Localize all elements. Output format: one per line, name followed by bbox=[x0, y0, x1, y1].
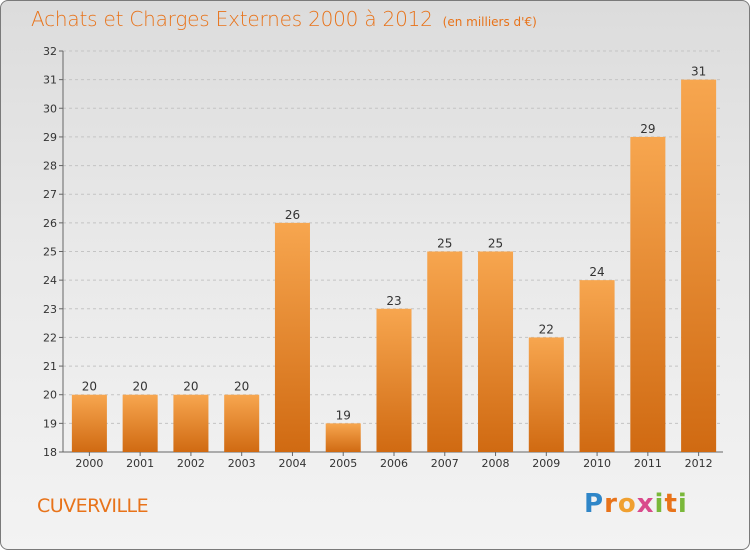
x-tick-label-2006: 2006 bbox=[380, 457, 408, 470]
x-tick-label-2005: 2005 bbox=[329, 457, 357, 470]
y-tick-label: 19 bbox=[43, 417, 57, 430]
value-label-2001: 20 bbox=[133, 380, 148, 394]
commune-name: CUVERVILLE bbox=[37, 495, 149, 517]
y-tick-label: 23 bbox=[43, 303, 57, 316]
bar-2001 bbox=[122, 394, 158, 452]
y-tick-label: 21 bbox=[43, 360, 57, 373]
value-label-2006: 23 bbox=[386, 294, 401, 308]
bar-2000 bbox=[71, 394, 107, 452]
y-tick-label: 27 bbox=[43, 188, 57, 201]
bar-2011 bbox=[630, 136, 666, 452]
x-tick-label-2001: 2001 bbox=[126, 457, 154, 470]
value-label-2005: 19 bbox=[336, 408, 351, 422]
bar-2008 bbox=[478, 251, 514, 452]
y-tick-label: 26 bbox=[43, 217, 57, 230]
y-tick-label: 24 bbox=[43, 274, 57, 287]
y-tick-label: 29 bbox=[43, 131, 57, 144]
value-label-2003: 20 bbox=[234, 380, 249, 394]
chart-title: Achats et Charges Externes 2000 à 2012 bbox=[31, 7, 433, 31]
value-label-2011: 29 bbox=[640, 122, 655, 136]
bar-2009 bbox=[528, 337, 564, 452]
bar-2007 bbox=[427, 251, 463, 452]
x-tick-label-2012: 2012 bbox=[685, 457, 713, 470]
value-label-2010: 24 bbox=[589, 265, 604, 279]
y-tick-label: 30 bbox=[43, 102, 57, 115]
x-tick-label-2002: 2002 bbox=[177, 457, 205, 470]
x-tick-label-2010: 2010 bbox=[583, 457, 611, 470]
x-tick-label-2009: 2009 bbox=[532, 457, 560, 470]
chart-title-block: Achats et Charges Externes 2000 à 2012 (e… bbox=[31, 7, 537, 31]
value-label-2007: 25 bbox=[437, 237, 452, 251]
y-tick-label: 18 bbox=[43, 446, 57, 459]
x-axis-labels: 2000 2001 2002 2003 2004 2005 2006 2007 2008 2009… bbox=[75, 452, 713, 470]
value-label-2008: 25 bbox=[488, 237, 503, 251]
value-label-2009: 22 bbox=[539, 322, 554, 336]
x-tick-label-2011: 2011 bbox=[634, 457, 662, 470]
bar-2010 bbox=[579, 280, 615, 452]
y-tick-label: 20 bbox=[43, 389, 57, 402]
bar-2004 bbox=[274, 222, 310, 452]
chart-subtitle: (en milliers d'€) bbox=[442, 15, 537, 29]
bar-2003 bbox=[224, 394, 260, 452]
bar-2012 bbox=[681, 79, 717, 453]
y-tick-label: 22 bbox=[43, 331, 57, 344]
value-label-2004: 26 bbox=[285, 208, 300, 222]
bar-2006 bbox=[376, 308, 412, 452]
bar-2005 bbox=[325, 423, 361, 452]
y-tick-label: 25 bbox=[43, 246, 57, 259]
x-tick-label-2003: 2003 bbox=[228, 457, 256, 470]
value-label-2002: 20 bbox=[183, 380, 198, 394]
bar-2002 bbox=[173, 394, 209, 452]
y-tick-label: 31 bbox=[43, 74, 57, 87]
x-tick-label-2007: 2007 bbox=[431, 457, 459, 470]
x-tick-label-2004: 2004 bbox=[278, 457, 306, 470]
y-tick-label: 28 bbox=[43, 160, 57, 173]
y-tick-label: 32 bbox=[43, 45, 57, 58]
value-label-2012: 31 bbox=[691, 65, 706, 79]
bars: 20 20 20 20 26 19 23 25 25 22 24 29 31 bbox=[71, 65, 717, 453]
proxiti-logo[interactable]: Proxiti bbox=[584, 489, 688, 519]
value-label-2000: 20 bbox=[82, 380, 97, 394]
x-tick-label-2000: 2000 bbox=[75, 457, 103, 470]
x-tick-label-2008: 2008 bbox=[482, 457, 510, 470]
